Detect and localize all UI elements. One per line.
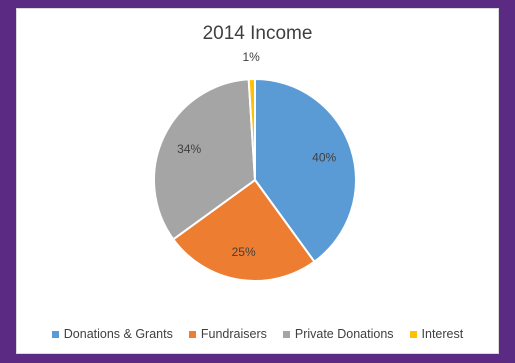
- legend-swatch: [51, 330, 59, 338]
- data-label: 1%: [242, 50, 260, 64]
- data-label: 40%: [312, 151, 336, 165]
- legend-label: Private Donations: [294, 327, 394, 341]
- legend-swatch: [188, 330, 196, 338]
- data-label: 25%: [232, 245, 256, 259]
- legend-item: Donations & Grants: [51, 327, 173, 341]
- chart-legend: Donations & Grants Fundraisers Private Don…: [17, 327, 498, 341]
- legend-item: Private Donations: [282, 327, 394, 341]
- legend-label: Interest: [421, 327, 464, 341]
- legend-item: Fundraisers: [188, 327, 267, 341]
- pie-chart: 40% 25% 34% 1%: [153, 50, 357, 282]
- legend-label: Donations & Grants: [63, 327, 173, 341]
- legend-swatch: [409, 330, 417, 338]
- legend-swatch: [282, 330, 290, 338]
- legend-item: Interest: [409, 327, 464, 341]
- pie-slice-fundraisers: [171, 178, 316, 282]
- data-label: 34%: [177, 142, 201, 156]
- pie-slice-interest: [247, 77, 256, 181]
- chart-card: 2014 Income 40% 25% 34% 1% Donations & Gran…: [16, 8, 499, 354]
- pie-slice-private-donations: [153, 78, 257, 241]
- pie-slice-donations-grants: [254, 77, 357, 264]
- legend-label: Fundraisers: [200, 327, 267, 341]
- chart-title: 2014 Income: [202, 23, 313, 44]
